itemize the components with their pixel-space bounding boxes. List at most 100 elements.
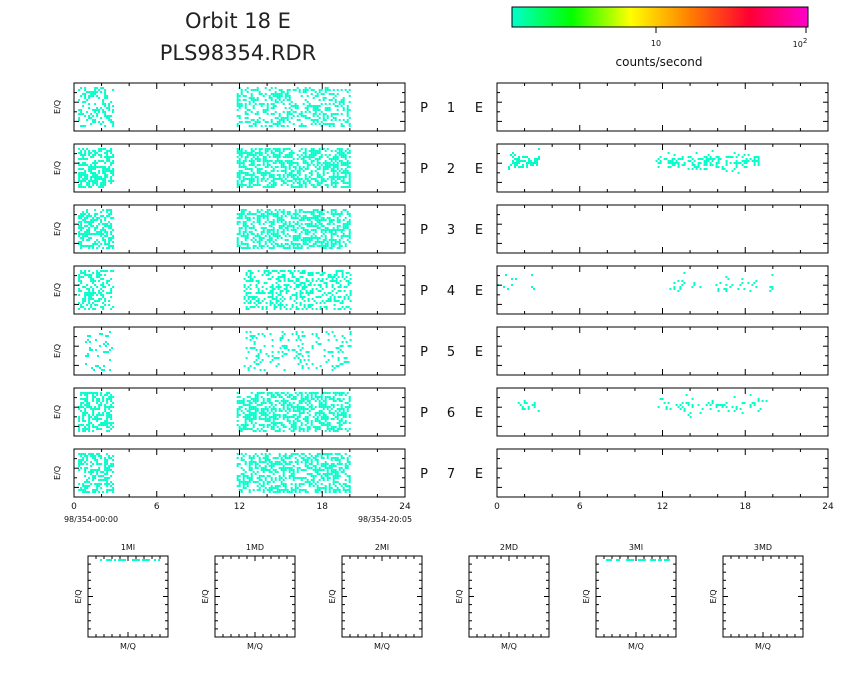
left-panel-2-count-cell <box>294 186 297 188</box>
left-panel-3-count-cell <box>262 231 265 233</box>
left-panel-2-count-cell <box>248 182 251 184</box>
right-panel-4-count-cell <box>719 282 722 284</box>
left-panel-3-count-cell <box>322 245 325 247</box>
left-panel-3-count-cell <box>262 245 265 247</box>
left-panel-1-count-cell <box>338 103 341 105</box>
left-panel-4-count-cell <box>299 294 302 296</box>
left-panel-6-count-cell <box>340 406 343 408</box>
left-panel-1-count-cell <box>326 117 329 119</box>
left-panel-6-count-cell <box>262 424 265 426</box>
left-panel-6-count-cell <box>288 402 291 404</box>
left-panel-7-count-cell <box>94 459 97 461</box>
left-panel-7-count-cell <box>282 471 285 473</box>
left-panel-3-count-cell <box>326 241 329 243</box>
left-panel-4-count-cell <box>102 286 105 288</box>
left-panel-4-count-cell <box>251 272 254 274</box>
left-panel-2-count-cell <box>254 166 257 168</box>
left-panel-4-count-cell <box>277 284 280 286</box>
left-panel-6-count-cell <box>100 428 103 430</box>
left-panel-6-count-cell <box>254 410 257 412</box>
left-panel-4-count-cell <box>88 296 91 298</box>
left-panel-7-count-cell <box>86 479 89 481</box>
left-panel-5-count-cell <box>109 359 111 361</box>
left-panel-1-count-cell <box>94 87 97 89</box>
left-panel-2-count-cell <box>278 154 281 156</box>
left-panel-2-count-cell <box>330 158 333 160</box>
left-panel-3-count-cell <box>98 217 101 219</box>
left-panel-3-count-cell <box>316 227 319 229</box>
left-panel-4-count-cell <box>88 298 91 300</box>
left-panel-2-count-cell <box>258 152 261 154</box>
left-panel-6-count-cell <box>306 420 309 422</box>
left-panel-6-count-cell <box>312 426 315 428</box>
left-panel-1-count-cell <box>346 111 349 113</box>
left-panel-2-count-cell <box>84 152 87 154</box>
left-panel-4-count-cell <box>323 302 326 304</box>
left-panel-6-count-cell <box>338 398 341 400</box>
left-panel-4-count-cell <box>305 308 308 310</box>
left-panel-2-count-cell <box>258 168 261 170</box>
left-panel-4-count-cell <box>257 306 260 308</box>
left-panel-2-count-cell <box>256 180 259 182</box>
left-panel-2-count-cell <box>310 150 313 152</box>
left-panel-3-count-cell <box>310 237 313 239</box>
left-panel-4-count-cell <box>88 302 91 304</box>
left-panel-6-count-cell <box>302 418 305 420</box>
left-panel-3-count-cell <box>78 243 81 245</box>
left-panel-7-count-cell <box>104 479 107 481</box>
right-panel-2-count-cell <box>709 162 712 164</box>
left-panel-1-count-cell <box>236 123 239 125</box>
right-panel-2-count-cell <box>516 160 518 162</box>
left-panel-2-count-cell <box>296 162 299 164</box>
left-panel-7-count-cell <box>264 457 267 459</box>
left-panel-6-count-cell <box>294 418 297 420</box>
left-panel-1-count-cell <box>318 117 321 119</box>
right-panel-6-count-cell <box>705 404 708 406</box>
left-panel-2-count-cell <box>254 158 257 160</box>
left-panel-3-count-cell <box>294 211 297 213</box>
left-panel-7-count-cell <box>80 463 83 465</box>
left-panel-1-count-cell <box>346 107 349 109</box>
left-panel-2-count-cell <box>236 184 239 186</box>
right-panel-2-count-cell <box>516 164 518 166</box>
left-panel-2-count-cell <box>348 184 351 186</box>
left-panel-6-count-cell <box>340 408 343 410</box>
left-panel-1-count-cell <box>346 121 349 123</box>
left-panel-7-count-cell <box>314 471 317 473</box>
left-panel-4-count-cell <box>315 302 318 304</box>
left-panel-6-count-cell <box>244 408 247 410</box>
left-panel-2-count-cell <box>314 186 317 188</box>
left-panel-2-count-cell <box>100 184 103 186</box>
left-panel-7-count-cell <box>270 467 273 469</box>
left-panel-2-count-cell <box>266 162 269 164</box>
left-panel-3-count-cell <box>284 221 287 223</box>
left-panel-6-count-cell <box>250 402 253 404</box>
left-panel-7-count-cell <box>90 465 93 467</box>
left-panel-2-count-cell <box>264 160 267 162</box>
left-panel-7-count-cell <box>316 459 319 461</box>
left-panel-6-count-cell <box>98 418 101 420</box>
left-panel-2-count-cell <box>334 156 337 158</box>
left-panel-4-count-cell <box>247 296 250 298</box>
left-panel-7-count-cell <box>258 489 261 491</box>
left-panel-4-count-cell <box>305 280 308 282</box>
left-panel-1-count-cell <box>90 113 93 115</box>
left-panel-5-count-cell <box>281 331 284 333</box>
left-panel-2-count-cell <box>100 154 103 156</box>
left-panel-3-count-cell <box>296 217 299 219</box>
left-panel-3-count-cell <box>330 231 333 233</box>
left-panel-1-count-cell <box>104 89 107 91</box>
left-panel-1-count-cell <box>256 97 259 99</box>
left-panel-3-count-cell <box>94 229 97 231</box>
left-panel-4-count-cell <box>285 284 288 286</box>
right-panel-2-count-cell <box>703 160 706 162</box>
left-panel-2-count-cell <box>252 154 255 156</box>
right-panel-2-count-cell <box>691 158 694 160</box>
left-panel-2-count-cell <box>284 182 287 184</box>
left-panel-5-count-cell <box>345 361 348 363</box>
right-panel-2-count-cell <box>715 164 718 166</box>
left-panel-5-count-cell <box>295 355 298 357</box>
left-panel-6-count-cell <box>304 408 307 410</box>
left-panel-4-count-cell <box>321 300 324 302</box>
left-panel-2-count-cell <box>110 172 113 174</box>
